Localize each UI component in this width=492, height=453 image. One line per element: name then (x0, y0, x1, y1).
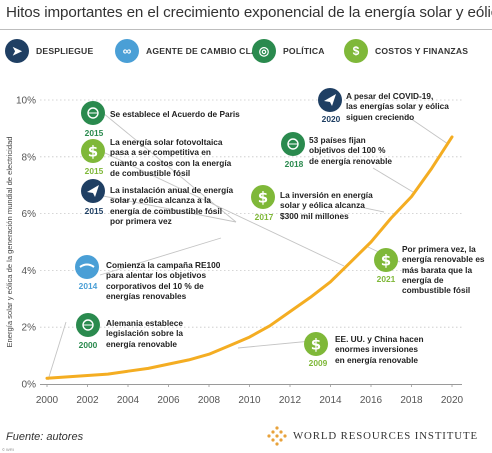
annotation-leader (102, 151, 345, 267)
x-tick-label: 2010 (238, 395, 261, 406)
x-tick-label: 2018 (400, 395, 423, 406)
data-point (66, 376, 68, 378)
x-tick-label: 2002 (76, 395, 99, 406)
annotation-year: 2018 (284, 159, 304, 169)
annotation-leader (47, 321, 67, 381)
dollar-glyph: $ (381, 252, 391, 270)
legend-label: AGENTE DE CAMBIO CLAVE (146, 46, 269, 56)
dollar-glyph: $ (88, 143, 98, 161)
x-tick-label: 2016 (360, 395, 383, 406)
dollar-icon (374, 248, 398, 272)
annotation-covid: A pesar del COVID-19, las energías solar … (346, 91, 449, 122)
annotation-year: 2014 (78, 281, 98, 291)
x-tick-label: 2012 (279, 395, 302, 406)
plane-glyph (87, 185, 99, 197)
annotation-year: 2015 (84, 128, 104, 138)
y-tick-label: 4% (22, 266, 37, 277)
legend-item-costos: $ COSTOS Y FINANZAS (344, 37, 468, 65)
data-point (46, 377, 48, 379)
x-tick-label: 2020 (441, 395, 464, 406)
annotation-re100: Comienza la campaña RE100 para alentar lo… (106, 260, 221, 301)
data-point (86, 374, 89, 377)
x-tick-label: 2000 (36, 395, 59, 406)
y-axis-label: Energía solar y eólica de la generación … (5, 136, 14, 347)
annotation-us-china: EE. UU. y China hacen enormes inversiones… (335, 334, 424, 365)
data-point (167, 363, 170, 365)
annotation-leader (403, 113, 449, 145)
legend-label: COSTOS Y FINANZAS (375, 46, 469, 56)
legend-item-agente: ∞ AGENTE DE CAMBIO CLAVE (115, 37, 269, 65)
globe-laurel-icon: ◎ (252, 39, 276, 63)
dollar-icon: $ (344, 39, 368, 63)
handshake-glyph (79, 263, 95, 268)
annotation-leader (102, 112, 237, 223)
dollar-icon (81, 139, 105, 163)
dollar-icon (304, 332, 328, 356)
data-point (451, 136, 453, 138)
y-tick-label: 2% (22, 323, 37, 334)
data-point (248, 336, 251, 338)
data-point (329, 281, 332, 283)
data-point (208, 353, 210, 355)
annotation-53-countries: 53 países fijan objetivos del 100 % de ene… (309, 135, 393, 166)
y-tick-label: 8% (22, 152, 37, 163)
y-tick-label: 0% (22, 380, 37, 391)
annotation-year: 2017 (254, 212, 274, 222)
source-note: Fuente: autores (6, 431, 84, 443)
data-point (370, 241, 372, 243)
chart-title: Hitos importantes en el crecimiento expo… (6, 4, 492, 21)
brand-name: WORLD RESOURCES INSTITUTE (292, 430, 478, 442)
legend-item-politica: ◎ POLÍTICA (252, 37, 325, 65)
data-point (390, 217, 392, 219)
x-tick-label: 2008 (198, 395, 221, 406)
dollar-glyph: $ (258, 189, 268, 207)
dollar-glyph: $ (311, 336, 321, 354)
y-tick-label: 6% (22, 209, 37, 220)
data-point (228, 345, 230, 347)
plane-glyph (324, 94, 336, 106)
handshake-icon (75, 255, 99, 279)
x-tick-label: 2004 (117, 395, 140, 406)
wri-dots-icon (267, 426, 287, 446)
data-point (410, 195, 413, 198)
wri-logo: WORLD RESOURCES INSTITUTE (267, 426, 478, 446)
annotation-year: 2021 (376, 274, 396, 284)
y-tick-label: 10% (16, 96, 36, 107)
handshake-icon: ∞ (115, 39, 139, 63)
legend-label: POLÍTICA (283, 46, 325, 56)
data-point (269, 325, 271, 327)
data-point (309, 296, 311, 298)
annotation-leader (99, 237, 222, 276)
data-point (127, 370, 129, 372)
data-point (107, 373, 109, 375)
annotation-paris: Se establece el Acuerdo de Paris (110, 109, 240, 119)
annotation-year: 2000 (78, 340, 98, 350)
annotation-leader (102, 195, 237, 223)
data-point (289, 310, 291, 313)
annotation-year: 2009 (308, 358, 328, 368)
dollar-icon (251, 185, 275, 209)
title-divider (0, 29, 492, 30)
annotation-leader (359, 206, 385, 213)
data-point (350, 261, 352, 263)
annotation-investment: La inversión en energía solar y eólica al… (280, 190, 373, 221)
x-tick-label: 2014 (319, 395, 342, 406)
annotation-solar-competitive: La energía solar fotovoltaica pasa a ser … (110, 137, 232, 178)
annotation-cheaper: Por primera vez, la energía renovable es m… (402, 244, 485, 296)
paper-plane-icon: ➤ (5, 39, 29, 63)
legend-item-despliegue: ➤ DESPLIEGUE (5, 37, 93, 65)
annotation-year: 2015 (84, 166, 104, 176)
data-point (431, 167, 433, 169)
annotation-installation: La instalación anual de energía solar y e… (110, 185, 234, 226)
copyright: © WRI (2, 447, 14, 452)
annotation-year: 2020 (321, 114, 341, 124)
legend-label: DESPLIEGUE (36, 46, 94, 56)
data-point (147, 367, 149, 369)
annotation-leader (372, 167, 414, 193)
data-point (188, 359, 190, 361)
annotation-germany: Alemania establece legislación sobre la en… (106, 318, 184, 349)
x-tick-label: 2006 (157, 395, 180, 406)
annotation-year: 2015 (84, 206, 104, 216)
